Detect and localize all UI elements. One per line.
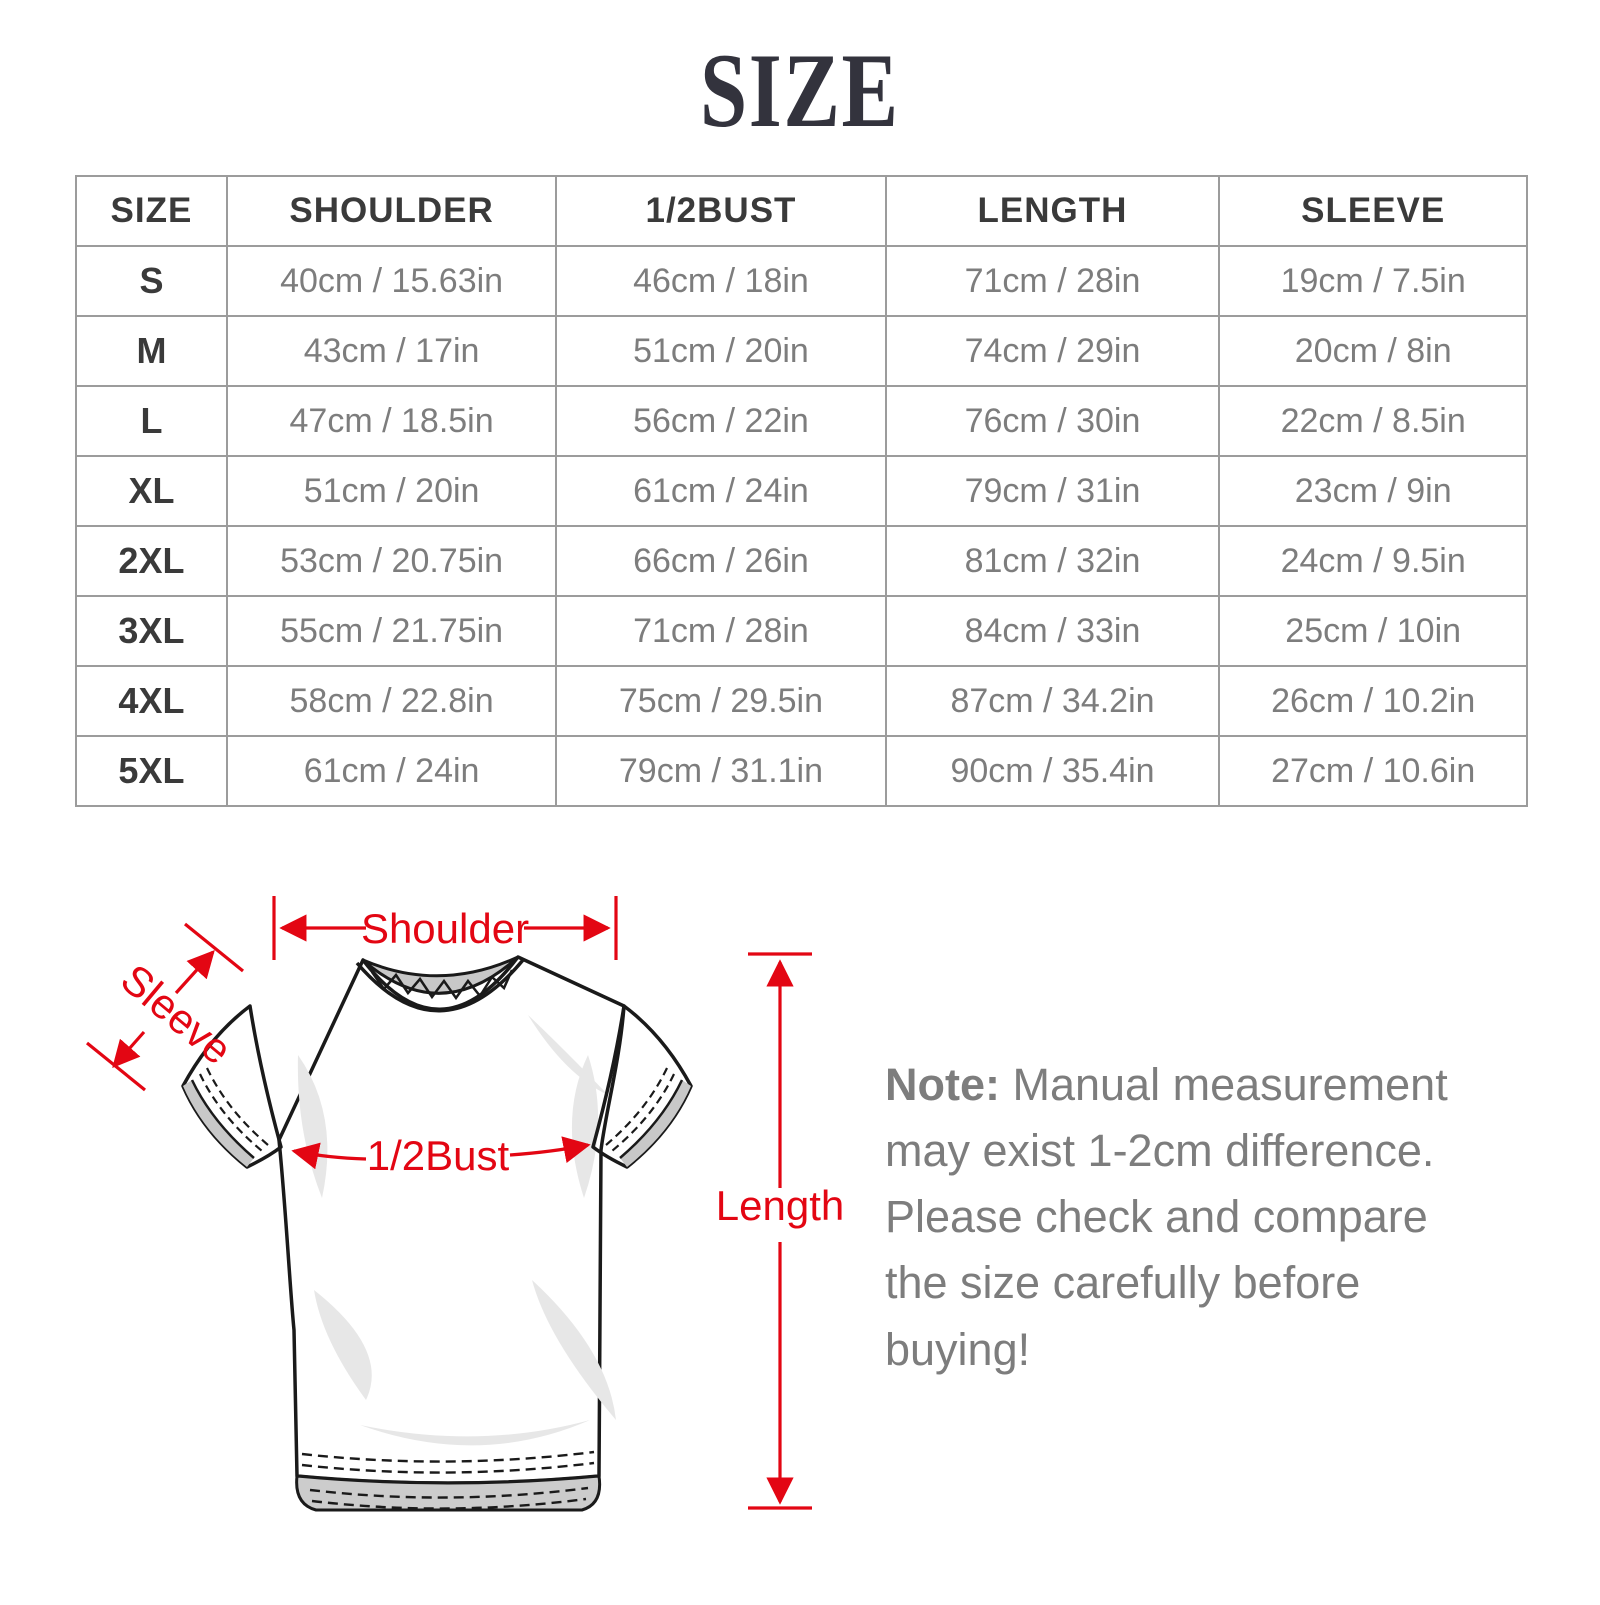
table-row: L 47cm / 18.5in 56cm / 22in 76cm / 30in … bbox=[75, 385, 1528, 457]
right-sleeve bbox=[591, 1004, 693, 1169]
left-sleeve bbox=[181, 1004, 283, 1169]
note-prefix: Note: bbox=[885, 1059, 1000, 1110]
column-header-bust: 1/2BUST bbox=[555, 175, 887, 247]
table-row: 4XL 58cm / 22.8in 75cm / 29.5in 87cm / 3… bbox=[75, 665, 1528, 737]
shoulder-value: 51cm / 20in bbox=[225, 455, 558, 527]
bust-label: 1/2Bust bbox=[367, 1132, 510, 1179]
length-value: 87cm / 34.2in bbox=[884, 665, 1221, 737]
measurement-note: Note: Manual measurement may exist 1-2cm… bbox=[885, 1052, 1493, 1383]
size-label: L bbox=[75, 385, 228, 457]
size-label: 3XL bbox=[75, 595, 228, 667]
fabric-shadows bbox=[297, 1015, 616, 1446]
bust-value: 71cm / 28in bbox=[555, 595, 887, 667]
length-value: 74cm / 29in bbox=[884, 315, 1221, 387]
length-value: 84cm / 33in bbox=[884, 595, 1221, 667]
bust-value: 66cm / 26in bbox=[555, 525, 887, 597]
bust-value: 79cm / 31.1in bbox=[555, 735, 887, 807]
length-value: 90cm / 35.4in bbox=[884, 735, 1221, 807]
size-label: 2XL bbox=[75, 525, 228, 597]
sleeve-label: Sleeve bbox=[112, 955, 241, 1074]
table-row: 5XL 61cm / 24in 79cm / 31.1in 90cm / 35.… bbox=[75, 735, 1528, 807]
sleeve-value: 26cm / 10.2in bbox=[1218, 665, 1528, 737]
table-row: S 40cm / 15.63in 46cm / 18in 71cm / 28in… bbox=[75, 245, 1528, 317]
column-header-sleeve: SLEEVE bbox=[1218, 175, 1528, 247]
length-annotation: Length bbox=[716, 952, 844, 1510]
length-value: 71cm / 28in bbox=[884, 245, 1221, 317]
shoulder-value: 47cm / 18.5in bbox=[225, 385, 558, 457]
sleeve-value: 20cm / 8in bbox=[1218, 315, 1528, 387]
bust-annotation: 1/2Bust bbox=[291, 1132, 591, 1179]
bust-value: 75cm / 29.5in bbox=[555, 665, 887, 737]
bust-value: 61cm / 24in bbox=[555, 455, 887, 527]
size-label: 5XL bbox=[75, 735, 228, 807]
bust-value: 51cm / 20in bbox=[555, 315, 887, 387]
page-title: SIZE bbox=[0, 38, 1600, 144]
shoulder-value: 58cm / 22.8in bbox=[225, 665, 558, 737]
note-text: Manual measurement may exist 1-2cm diffe… bbox=[885, 1059, 1448, 1375]
hem-band bbox=[295, 1474, 602, 1512]
shoulder-value: 61cm / 24in bbox=[225, 735, 558, 807]
sleeve-value: 27cm / 10.6in bbox=[1218, 735, 1528, 807]
sleeve-value: 19cm / 7.5in bbox=[1218, 245, 1528, 317]
size-label: S bbox=[75, 245, 228, 317]
table-row: 3XL 55cm / 21.75in 71cm / 28in 84cm / 33… bbox=[75, 595, 1528, 667]
tshirt-diagram-svg: Shoulder Sleeve 1/2Bust Length bbox=[85, 896, 844, 1512]
table-row: M 43cm / 17in 51cm / 20in 74cm / 29in 20… bbox=[75, 315, 1528, 387]
table-row: 2XL 53cm / 20.75in 66cm / 26in 81cm / 32… bbox=[75, 525, 1528, 597]
column-header-size: SIZE bbox=[75, 175, 228, 247]
table-row: XL 51cm / 20in 61cm / 24in 79cm / 31in 2… bbox=[75, 455, 1528, 527]
size-label: M bbox=[75, 315, 228, 387]
column-header-shoulder: SHOULDER bbox=[225, 175, 558, 247]
sleeve-value: 24cm / 9.5in bbox=[1218, 525, 1528, 597]
shoulder-annotation: Shoulder bbox=[272, 896, 618, 960]
collar bbox=[355, 955, 525, 1013]
size-chart-table: SIZE SHOULDER 1/2BUST LENGTH SLEEVE S 40… bbox=[75, 175, 1528, 807]
sleeve-value: 23cm / 9in bbox=[1218, 455, 1528, 527]
length-value: 76cm / 30in bbox=[884, 385, 1221, 457]
page-title-text: SIZE bbox=[700, 32, 900, 149]
shoulder-value: 43cm / 17in bbox=[225, 315, 558, 387]
shoulder-value: 40cm / 15.63in bbox=[225, 245, 558, 317]
size-label: 4XL bbox=[75, 665, 228, 737]
length-value: 79cm / 31in bbox=[884, 455, 1221, 527]
length-value: 81cm / 32in bbox=[884, 525, 1221, 597]
sleeve-value: 25cm / 10in bbox=[1218, 595, 1528, 667]
sleeve-value: 22cm / 8.5in bbox=[1218, 385, 1528, 457]
tshirt-measurement-diagram: Shoulder Sleeve 1/2Bust Length bbox=[60, 860, 860, 1600]
column-header-length: LENGTH bbox=[884, 175, 1221, 247]
sleeve-annotation: Sleeve bbox=[85, 922, 245, 1092]
shoulder-value: 53cm / 20.75in bbox=[225, 525, 558, 597]
table-header-row: SIZE SHOULDER 1/2BUST LENGTH SLEEVE bbox=[75, 175, 1528, 247]
tshirt-outline bbox=[181, 955, 693, 1512]
bust-value: 46cm / 18in bbox=[555, 245, 887, 317]
length-label: Length bbox=[716, 1182, 844, 1229]
shoulder-label: Shoulder bbox=[361, 905, 529, 952]
size-label: XL bbox=[75, 455, 228, 527]
bust-value: 56cm / 22in bbox=[555, 385, 887, 457]
shoulder-value: 55cm / 21.75in bbox=[225, 595, 558, 667]
